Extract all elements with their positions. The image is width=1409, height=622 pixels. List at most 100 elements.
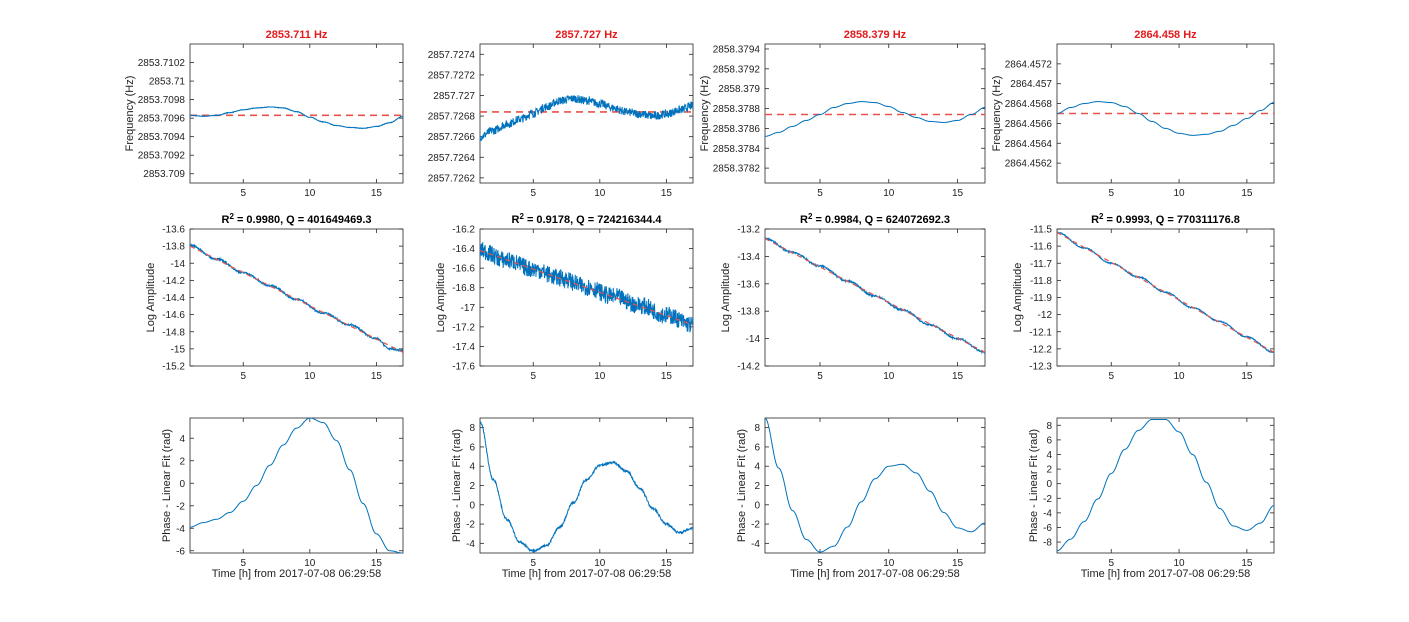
- x-tick-label: 5: [530, 558, 536, 569]
- x-tick-label: 15: [952, 558, 964, 569]
- subplot-frequency-1: 5 10 15 2853.709 2853.7092 2853.7094 2853.7096…: [124, 29, 404, 199]
- plot-area: [480, 421, 693, 553]
- x-tick-label: 15: [1241, 558, 1253, 569]
- plot-area: [765, 236, 985, 355]
- plot-area: [1057, 418, 1274, 552]
- y-tick-label: 2858.3782: [713, 164, 761, 175]
- y-tick-label: -11.5: [1030, 225, 1052, 236]
- x-tick-label: 15: [1241, 188, 1253, 199]
- x-tick-label: 10: [304, 558, 316, 569]
- y-tick-label: 2: [1046, 465, 1052, 476]
- y-tick-label: 0: [179, 479, 185, 490]
- subplot-title: R2 = 0.9984, Q = 624072692.3: [800, 212, 950, 226]
- y-tick-label: -15: [171, 344, 186, 355]
- x-axis-label: Time [h] from 2017-07-08 06:29:58: [790, 568, 960, 580]
- y-axis-label: Log Amplitude: [720, 263, 732, 333]
- y-tick-label: 2858.3794: [713, 44, 761, 55]
- y-tick-label: -13.4: [737, 252, 760, 263]
- x-tick-label: 5: [530, 188, 536, 199]
- y-tick-label: 6: [1046, 435, 1052, 446]
- y-tick-label: -16.4: [452, 244, 475, 255]
- subplot-phase-1: 5 10 15 -6 -4 -2 0 2 4 Phase - Linear Fit (rad) Ti…: [161, 417, 404, 580]
- data-series-line: [1057, 231, 1274, 354]
- subplot-frequency-3: 5 10 15 2858.3782 2858.3784 2858.3786 2858.378…: [699, 29, 986, 199]
- y-tick-label: -6: [176, 546, 185, 557]
- data-series-line: [480, 242, 693, 333]
- y-tick-label: -14.2: [737, 362, 760, 373]
- y-tick-label: -2: [176, 501, 185, 512]
- y-tick-label: -2: [466, 520, 475, 531]
- y-tick-label: -16.2: [452, 225, 475, 236]
- y-tick-label: -11.7: [1030, 259, 1052, 270]
- x-tick-label: 5: [1108, 188, 1114, 199]
- y-tick-label: -14.6: [162, 310, 185, 321]
- y-tick-label: -14: [171, 259, 186, 270]
- y-tick-label: 2858.3784: [713, 144, 761, 155]
- plot-area: [190, 242, 403, 353]
- axes-box: [189, 228, 404, 367]
- y-tick-label: -11.8: [1030, 276, 1052, 287]
- x-tick-label: 5: [240, 371, 246, 382]
- y-tick-label: 2: [469, 481, 475, 492]
- y-tick-label: 2857.7274: [428, 50, 476, 61]
- y-tick-label: -13.2: [737, 225, 760, 236]
- y-tick-label: 2: [179, 456, 185, 467]
- y-tick-label: -14: [746, 334, 761, 345]
- y-tick-label: -12.2: [1029, 344, 1052, 355]
- x-tick-label: 5: [1108, 371, 1114, 382]
- y-tick-label: -2: [751, 520, 760, 531]
- y-tick-label: 2857.7268: [428, 112, 476, 123]
- y-tick-label: 2853.7092: [138, 151, 186, 162]
- y-tick-label: 2853.7096: [138, 114, 186, 125]
- subplot-phase-3: 5 10 15 -4 -2 0 2 4 6 8 Phase - Linear Fit (rad) Ti…: [736, 417, 986, 580]
- x-tick-label: 5: [240, 188, 246, 199]
- axes-box: [764, 417, 986, 554]
- y-tick-label: 2857.7264: [428, 153, 476, 164]
- y-tick-label: 8: [469, 423, 475, 434]
- subplot-title: 2864.458 Hz: [1134, 29, 1197, 41]
- axes-box: [189, 43, 404, 184]
- subplot-title: R2 = 0.9993, Q = 770311176.8: [1091, 212, 1240, 226]
- x-tick-label: 15: [371, 558, 383, 569]
- plot-area: [1057, 231, 1274, 354]
- y-tick-label: 8: [754, 423, 760, 434]
- y-tick-label: -16.8: [452, 283, 475, 294]
- x-tick-label: 15: [371, 371, 383, 382]
- x-tick-label: 5: [817, 371, 823, 382]
- x-tick-label: 10: [883, 371, 895, 382]
- plot-area: [190, 418, 403, 553]
- data-series-line: [1057, 418, 1274, 552]
- y-tick-label: -4: [176, 524, 185, 535]
- x-tick-label: 10: [594, 558, 606, 569]
- data-series-line: [1057, 101, 1274, 136]
- x-tick-label: 10: [883, 558, 895, 569]
- y-tick-label: 2853.7094: [138, 132, 186, 143]
- y-tick-label: -14.4: [162, 293, 185, 304]
- subplot-phase-4: 5 10 15 -8 -6 -4 -2 0 2 4 6 8 Phase - Linear Fit (ra…: [1028, 417, 1275, 580]
- y-tick-label: -14.2: [162, 276, 185, 287]
- x-tick-label: 10: [594, 188, 606, 199]
- y-tick-label: 2853.71: [149, 77, 186, 88]
- subplot-frequency-2: 5 10 15 2857.7262 2857.7264 2857.7266 2857.726…: [428, 29, 694, 199]
- x-tick-label: 15: [952, 188, 964, 199]
- y-axis-label: Phase - Linear Fit (rad): [736, 429, 748, 542]
- x-axis-label: Time [h] from 2017-07-08 06:29:58: [212, 568, 382, 580]
- plot-area: [765, 101, 985, 137]
- y-tick-label: -8: [1043, 538, 1052, 549]
- data-series-line: [480, 421, 693, 553]
- x-tick-label: 5: [240, 558, 246, 569]
- y-tick-label: 2864.4562: [1005, 159, 1053, 170]
- y-tick-label: -17.4: [452, 342, 475, 353]
- y-tick-label: -12.3: [1029, 362, 1052, 373]
- y-tick-label: 2864.4572: [1005, 59, 1053, 70]
- y-axis-label: Log Amplitude: [1012, 263, 1024, 333]
- y-tick-label: 2857.727: [433, 91, 475, 102]
- y-tick-label: 2: [754, 481, 760, 492]
- y-tick-label: 2858.3786: [713, 124, 761, 135]
- y-axis-label: Phase - Linear Fit (rad): [1028, 429, 1040, 542]
- y-tick-label: 2864.4564: [1005, 139, 1053, 150]
- y-tick-label: -17.2: [452, 322, 475, 333]
- y-tick-label: -14.8: [162, 327, 185, 338]
- y-tick-label: -15.2: [162, 362, 185, 373]
